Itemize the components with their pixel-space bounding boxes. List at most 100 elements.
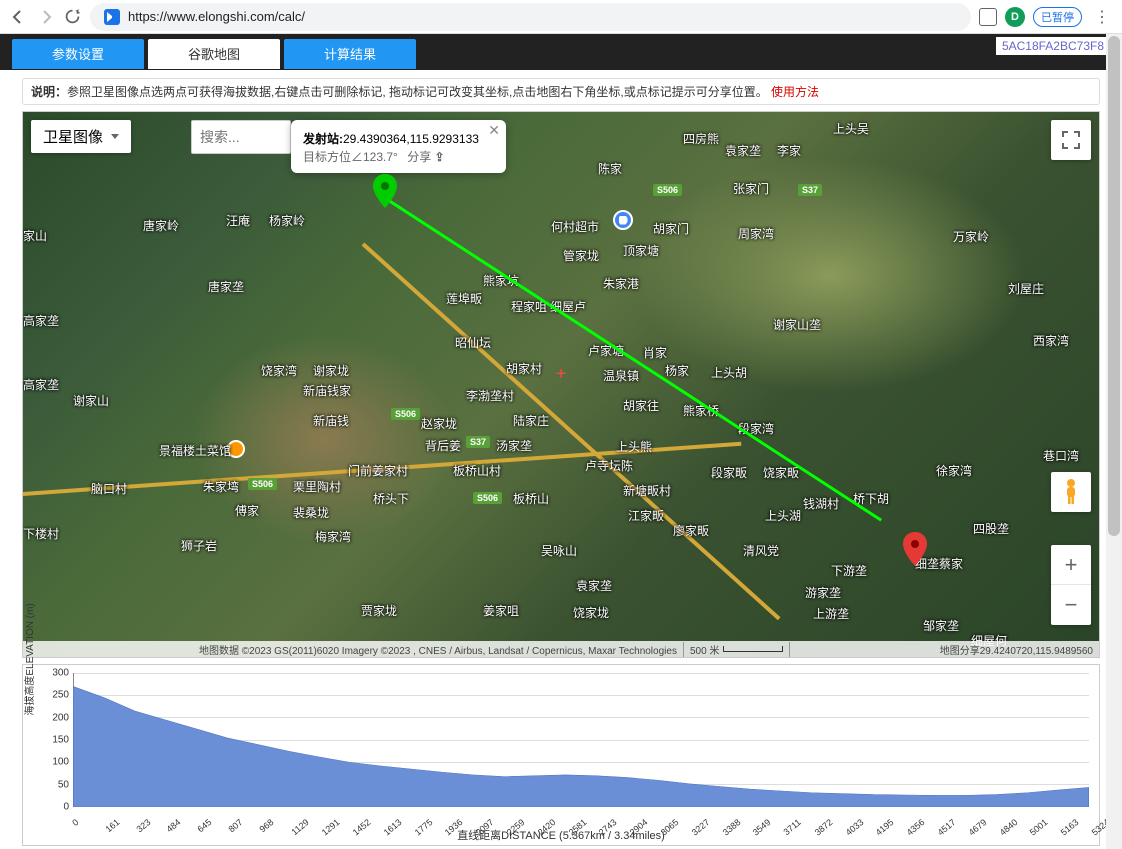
place-label: 饶家垅 (573, 604, 609, 621)
pegman-icon (1060, 478, 1082, 506)
place-label: 桥头下 (373, 490, 409, 507)
map-type-label: 卫星图像 (43, 126, 103, 147)
address-bar[interactable]: https://www.elongshi.com/calc/ (90, 3, 971, 31)
scale-indicator: 500 米 (684, 642, 790, 657)
marker-end[interactable] (903, 532, 927, 571)
place-label: 贾家垅 (361, 602, 397, 619)
place-label: 袁家垄 (725, 142, 761, 159)
place-label: 下游垄 (831, 562, 867, 579)
tab-params[interactable]: 参数设置 (12, 39, 144, 69)
forward-button[interactable] (36, 7, 56, 27)
place-label: 张家门 (733, 180, 769, 197)
place-label: 胡家村 (506, 360, 542, 377)
place-label: 姜家咀 (483, 602, 519, 619)
streetview-pegman[interactable] (1051, 472, 1091, 512)
zoom-out-button[interactable]: − (1051, 585, 1091, 625)
reload-button[interactable] (64, 8, 82, 26)
site-info-icon[interactable] (104, 9, 120, 25)
scale-bar-icon (723, 646, 783, 652)
instructions-label: 说明： (31, 85, 67, 99)
browser-toolbar: https://www.elongshi.com/calc/ D 已暂停 ⋮ (0, 0, 1122, 34)
app-tabbar: 参数设置 谷歌地图 计算结果 5AC18FA2BC73F8 (0, 34, 1122, 70)
place-label: 汤家垄 (496, 437, 532, 454)
browser-menu-icon[interactable]: ⋮ (1090, 7, 1114, 27)
poi-shop-icon[interactable] (613, 210, 633, 230)
place-label: 徐家湾 (936, 462, 972, 479)
fullscreen-icon (1062, 131, 1080, 149)
place-label: 李渤垄村 (466, 387, 514, 404)
tab-results[interactable]: 计算结果 (284, 39, 416, 69)
road-badge: S37 (798, 184, 822, 196)
share-coords-text[interactable]: 地图分享29.4240720,115.9489560 (934, 642, 1099, 657)
fullscreen-button[interactable] (1051, 120, 1091, 160)
chart-area (73, 673, 1089, 807)
place-label: 唐家垄 (208, 278, 244, 295)
place-label: 卢寺坛陈 (585, 457, 633, 474)
place-label: 万家岭 (953, 228, 989, 245)
road-badge: S37 (466, 436, 490, 448)
place-label: 钱湖村 (803, 495, 839, 512)
map-container[interactable]: S506 S37 S506 S37 S506 S506 卫星图像 ✕ 发射站:2… (22, 111, 1100, 658)
place-label: 周家湾 (738, 225, 774, 242)
place-label: 李家 (777, 142, 801, 159)
share-link[interactable]: 分享 ⇪ (407, 150, 444, 164)
back-button[interactable] (8, 7, 28, 27)
place-label: 谢家山 (73, 392, 109, 409)
popup-bearing: 目标方位∠123.7° (303, 150, 398, 164)
scrollbar-thumb[interactable] (1108, 36, 1120, 536)
place-label: 背后姜 (425, 437, 461, 454)
place-label: 游家垄 (805, 584, 841, 601)
place-label: 胡家门 (653, 220, 689, 237)
hash-label: 5AC18FA2BC73F8 (996, 37, 1110, 55)
road-badge: S506 (653, 184, 682, 196)
tab-google-map[interactable]: 谷歌地图 (148, 39, 280, 69)
map-attribution-bar: 地图数据 ©2023 GS(2011)6020 Imagery ©2023 , … (23, 641, 1099, 657)
place-label: 朱家港 (603, 275, 639, 292)
road-badge: S506 (391, 408, 420, 420)
place-label: 莲埠畈 (446, 290, 482, 307)
popup-coords: 29.4390364,115.9293133 (343, 132, 479, 146)
map-type-selector[interactable]: 卫星图像 (31, 120, 131, 153)
place-label: 刘屋庄 (1008, 280, 1044, 297)
extension-icon[interactable] (979, 8, 997, 26)
place-label: 昭仙坛 (455, 334, 491, 351)
place-label: 脑口村 (91, 480, 127, 497)
place-label: 清风党 (743, 542, 779, 559)
place-label: 门前姜家村 (348, 462, 408, 479)
place-label: 景福楼土菜馆 (159, 442, 231, 459)
zoom-in-button[interactable]: + (1051, 545, 1091, 585)
close-icon[interactable]: ✕ (488, 122, 500, 139)
place-label: 四股垄 (973, 520, 1009, 537)
place-label: 温泉镇 (603, 367, 639, 384)
place-label: 廖家畈 (673, 522, 709, 539)
vertical-scrollbar[interactable] (1106, 34, 1122, 849)
place-label: 邹家垄 (923, 617, 959, 634)
url-text: https://www.elongshi.com/calc/ (128, 9, 305, 24)
place-label: 江家畈 (628, 507, 664, 524)
place-label: 狮子岩 (181, 537, 217, 554)
place-label: 肖家 (643, 344, 667, 361)
place-label: 上游垄 (813, 605, 849, 622)
profile-avatar[interactable]: D (1005, 7, 1025, 27)
place-label: 高家垄 (23, 312, 59, 329)
place-label: 裴桑垅 (293, 504, 329, 521)
marker-start[interactable] (373, 174, 397, 213)
place-label: 何村超市 (551, 218, 599, 235)
place-label: 上头吴 (833, 120, 869, 137)
place-label: 板桥山村 (453, 462, 501, 479)
place-label: 谢家山垄 (773, 316, 821, 333)
pause-badge[interactable]: 已暂停 (1033, 7, 1082, 27)
place-label: 段家畈 (711, 464, 747, 481)
instructions-bar: 说明：参照卫星图像点选两点可获得海拔数据,右键点击可删除标记, 拖动标记可改变其… (22, 78, 1100, 105)
usage-link[interactable]: 使用方法 (771, 85, 819, 99)
place-label: 西家湾 (1033, 332, 1069, 349)
zoom-control: + − (1051, 545, 1091, 625)
place-label: 杨家 (665, 362, 689, 379)
place-label: 饶家畈 (763, 464, 799, 481)
place-label: 杨家岭 (269, 212, 305, 229)
map-search-input[interactable] (191, 120, 291, 154)
place-label: 陈家 (598, 160, 622, 177)
place-label: 新塘畈村 (623, 482, 671, 499)
popup-title: 发射站: (303, 132, 343, 146)
place-label: 管家垅 (563, 247, 599, 264)
